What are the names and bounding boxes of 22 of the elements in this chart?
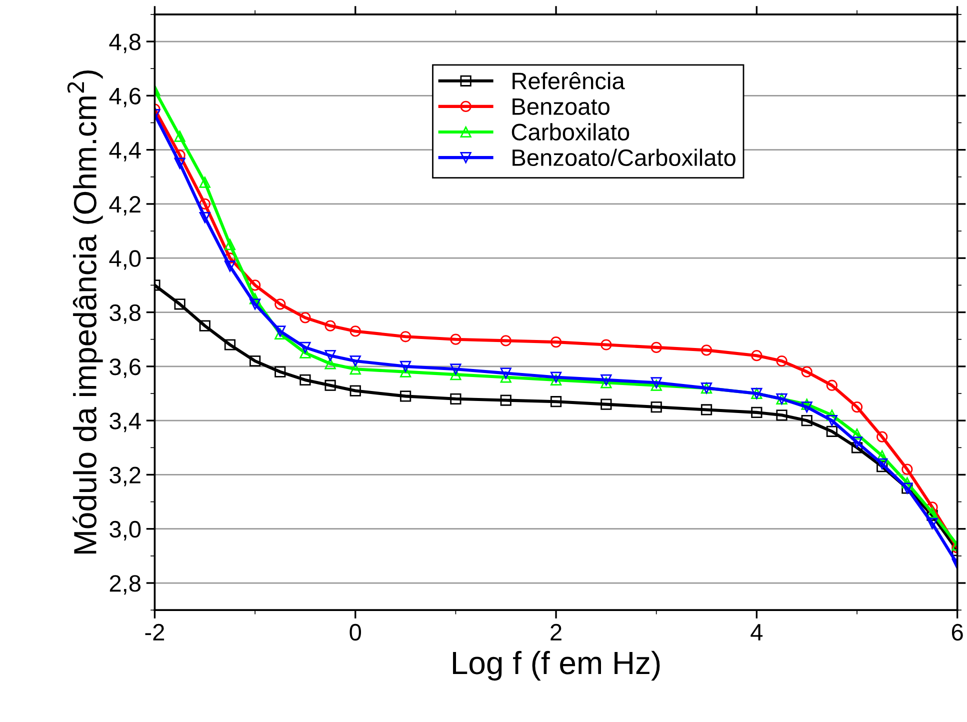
y-tick-label: 4,2 [109, 196, 140, 216]
y-axis-title: Módulo da impedância (Ohm.cm$^{2}$) [67, 70, 103, 554]
legend-label: Benzoato [512, 98, 610, 115]
x-tick-label: 6 [952, 624, 963, 641]
y-tick-label: 3,2 [110, 466, 140, 486]
legend-label: Referência [512, 72, 625, 90]
y-tick-label: 4,8 [109, 34, 140, 54]
x-tick-label: 4 [750, 624, 763, 640]
y-tick-label: 3,6 [110, 358, 140, 378]
y-tick-label: 3,8 [110, 304, 140, 324]
x-tick-label: 2 [550, 624, 562, 640]
y-tick-label: 4,6 [109, 88, 140, 108]
x-tick-label: -2 [145, 624, 164, 640]
y-tick-label: 4,0 [109, 250, 141, 270]
y-tick-label: 3,0 [110, 520, 141, 540]
legend-label: Benzoato/Carboxilato [512, 148, 736, 166]
legend-label: Carboxilato [512, 123, 630, 140]
x-tick-label: 0 [350, 624, 362, 641]
y-tick-label: 3,4 [110, 412, 141, 432]
x-axis-title: Log f (f em Hz) [453, 650, 660, 681]
y-tick-label: 4,4 [109, 142, 141, 162]
y-tick-label: 2,8 [110, 575, 140, 595]
